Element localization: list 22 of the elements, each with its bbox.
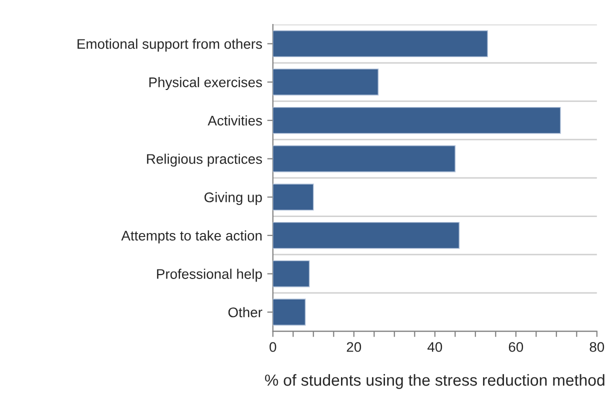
y-tick-label: Religious practices <box>147 154 262 167</box>
bar <box>272 30 488 58</box>
y-tick-label: Attempts to take action <box>121 230 262 244</box>
bar <box>272 68 379 96</box>
bar <box>272 106 561 134</box>
bar <box>272 260 310 288</box>
bar <box>272 145 456 172</box>
y-tick-label: Other <box>228 307 262 318</box>
bar <box>272 298 306 326</box>
x-tick-label: 0 <box>270 342 276 352</box>
x-tick-label: 80 <box>590 342 604 352</box>
y-tick-label: Physical exercises <box>149 77 262 90</box>
y-tick-label: Giving up <box>204 192 262 205</box>
y-tick-label: Activities <box>208 115 262 126</box>
x-tick-label: 60 <box>508 342 524 352</box>
x-tick-label: 40 <box>427 342 442 352</box>
y-tick-label: Professional help <box>157 268 262 282</box>
x-axis-title: % of students using the stress reduction method <box>265 374 604 389</box>
x-tick-label: 20 <box>346 342 362 352</box>
bar <box>272 184 314 211</box>
y-tick-label: Emotional support from others <box>78 38 262 52</box>
bar <box>272 222 460 249</box>
